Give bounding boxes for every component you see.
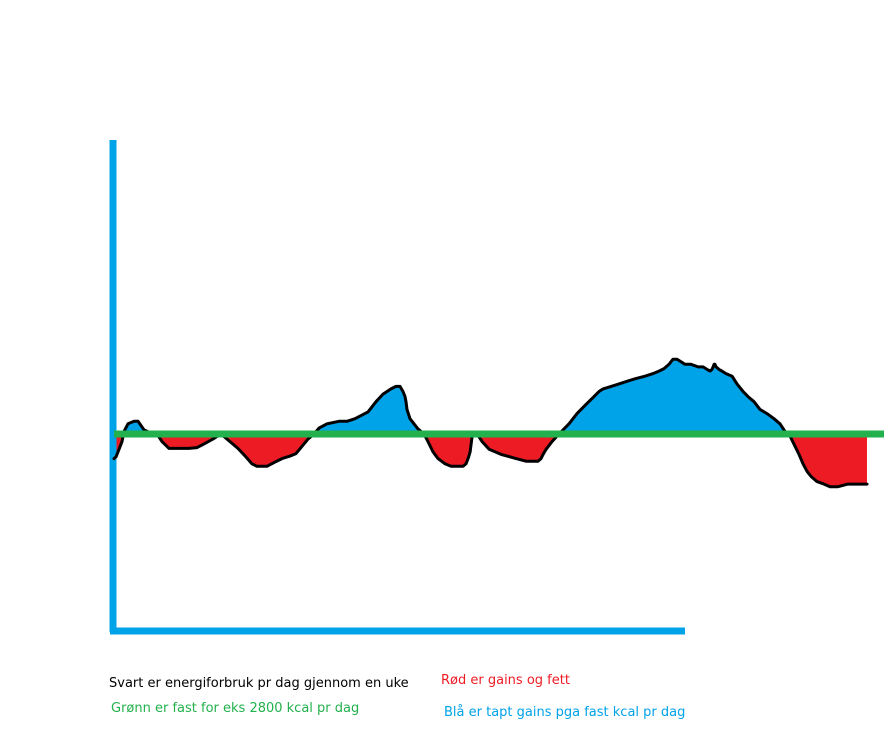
legend-lost-gains-label: Blå er tapt gains pga fast kcal pr dag [444,705,686,720]
gains-area-6 [424,434,478,467]
area-fills [114,359,867,487]
gains-area-10 [789,434,867,487]
legend-baseline-label: Grønn er fast for eks 2800 kcal pr dag [111,701,360,716]
gains-area-4 [220,434,314,467]
legend-consumption-label: Svart er energiforbruk pr dag gjennom en… [109,676,409,691]
gains-area-8 [477,434,559,462]
legend-gains-label: Rød er gains og fett [441,673,570,688]
gains-area-2 [157,434,221,449]
energy-consumption-curve [112,357,869,489]
